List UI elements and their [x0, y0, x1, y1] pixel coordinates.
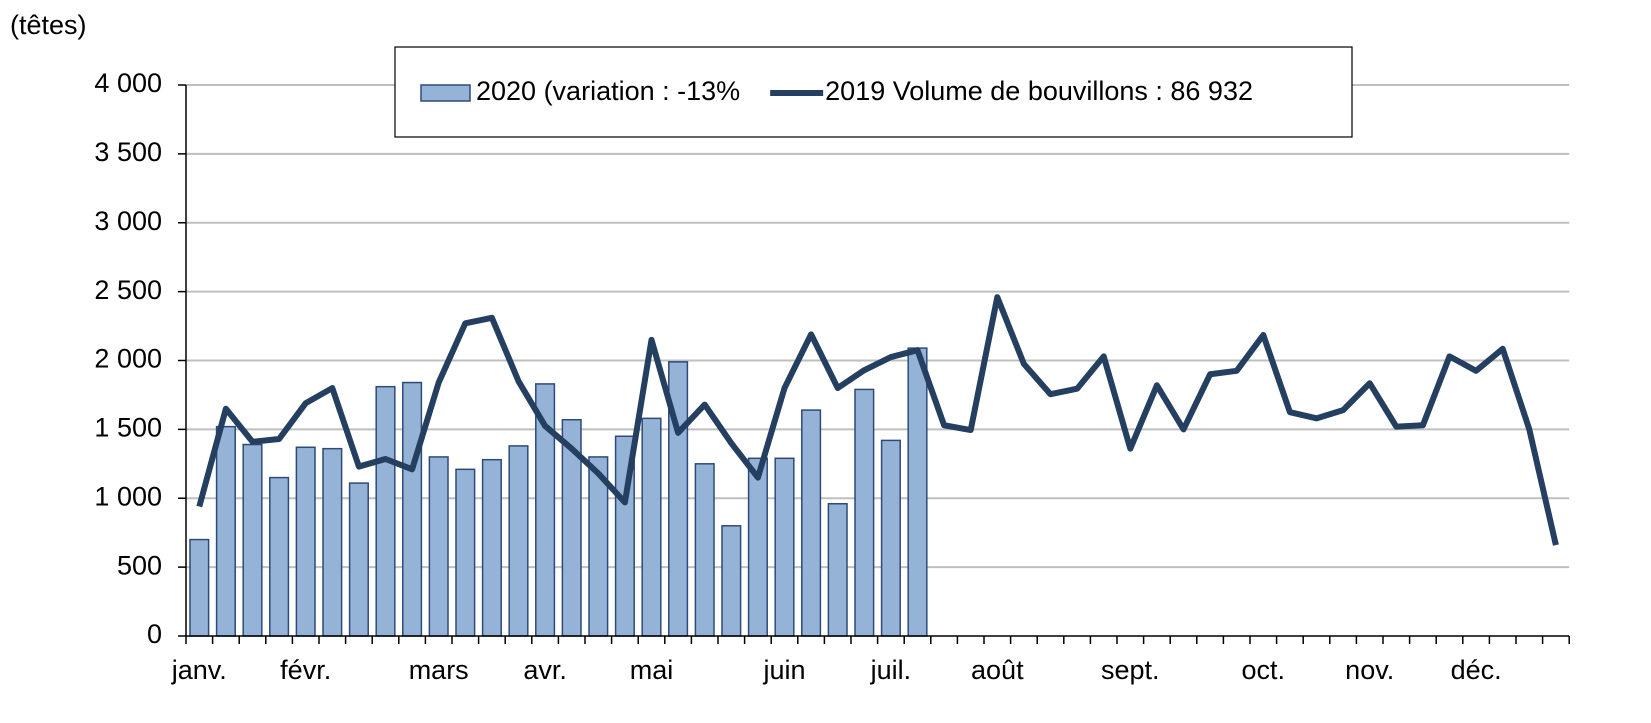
- bar: [189, 538, 210, 637]
- bar: [774, 457, 795, 637]
- bar: [481, 458, 502, 637]
- x-tick-label: oct.: [1242, 655, 1286, 685]
- bar: [508, 445, 529, 637]
- y-tick-label: 0: [147, 619, 162, 649]
- y-tick-label: 1 500: [94, 413, 162, 443]
- bar: [694, 463, 715, 637]
- x-tick-label: déc.: [1451, 655, 1502, 685]
- x-tick-label: juin: [762, 655, 805, 685]
- y-tick-label: 2 500: [94, 275, 162, 305]
- bar: [721, 525, 742, 637]
- bar: [242, 443, 263, 637]
- bar: [907, 347, 928, 637]
- legend-label: 2020 (variation : -13%: [476, 76, 740, 106]
- bar: [455, 468, 476, 637]
- x-tick-label: avr.: [523, 655, 567, 685]
- y-tick-label: 4 000: [94, 68, 162, 98]
- bar: [801, 409, 822, 637]
- bar: [348, 482, 369, 637]
- legend-box: [394, 46, 1353, 138]
- x-tick-label: nov.: [1345, 655, 1394, 685]
- y-tick-label: 500: [117, 550, 162, 580]
- bar: [641, 417, 662, 637]
- bar: [322, 447, 343, 637]
- bar: [854, 388, 875, 637]
- bar: [215, 425, 236, 637]
- bar: [375, 385, 396, 637]
- x-tick-label: sept.: [1101, 655, 1160, 685]
- x-tick-label: mars: [409, 655, 469, 685]
- bar: [295, 446, 316, 637]
- line: [196, 294, 1559, 546]
- bar: [402, 381, 423, 637]
- y-tick-label: 3 500: [94, 137, 162, 167]
- bar: [827, 503, 848, 637]
- bar: [880, 439, 901, 637]
- y-tick-label: 1 000: [94, 481, 162, 511]
- x-tick-label: févr.: [280, 655, 331, 685]
- bar: [428, 456, 449, 637]
- y-tick-label: 3 000: [94, 206, 162, 236]
- x-tick-label: mai: [630, 655, 674, 685]
- y-tick-label: 2 000: [94, 344, 162, 374]
- x-tick-label: janv.: [171, 655, 227, 685]
- y-axis-label: (têtes): [10, 10, 87, 40]
- legend-label: 2019 Volume de bouvillons : 86 932: [825, 76, 1253, 106]
- legend-swatch: [420, 84, 471, 102]
- x-tick-label: juil.: [870, 655, 912, 685]
- x-tick-label: août: [971, 655, 1024, 685]
- bar: [269, 476, 290, 637]
- bar: [747, 457, 768, 637]
